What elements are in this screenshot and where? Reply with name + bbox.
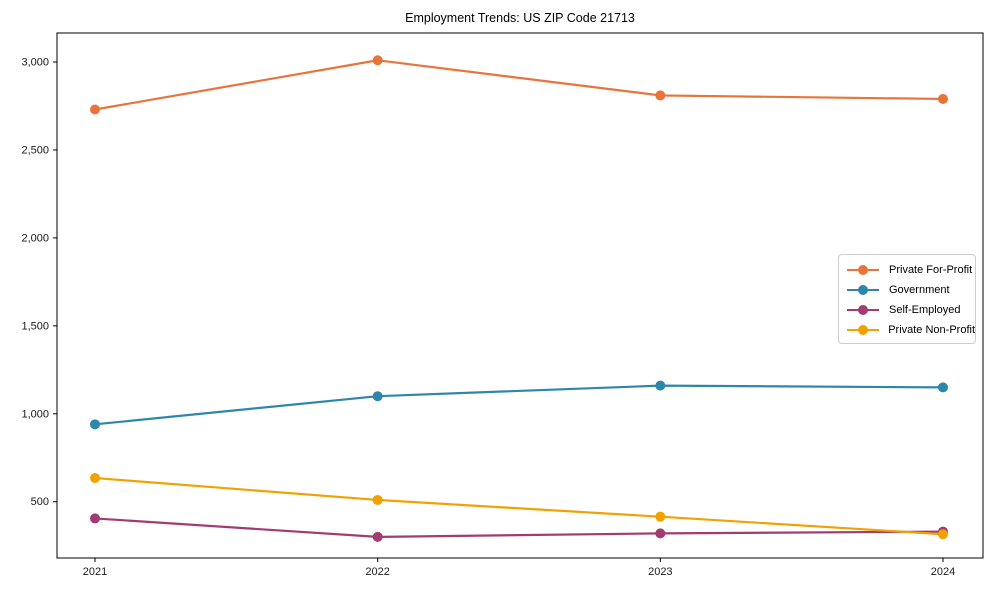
- legend-item-label: Government: [889, 284, 950, 296]
- data-point: [938, 529, 948, 540]
- data-point: [655, 90, 666, 101]
- data-point: [90, 513, 100, 524]
- y-tick-label: 3,000: [21, 57, 49, 69]
- data-point: [655, 528, 666, 539]
- y-tick-label: 1,000: [21, 408, 49, 420]
- legend-item-label: Self-Employed: [889, 304, 961, 316]
- legend-item: Self-Employed: [845, 300, 975, 320]
- y-tick-label: 1,500: [21, 320, 49, 332]
- data-point: [938, 93, 948, 104]
- legend-item-label: Private For-Profit: [889, 264, 973, 276]
- data-point: [938, 382, 948, 393]
- legend-marker-icon: [847, 325, 879, 335]
- data-point: [372, 531, 383, 542]
- legend-item: Government: [845, 280, 975, 300]
- y-tick-label: 2,500: [21, 144, 49, 156]
- data-point: [90, 419, 100, 430]
- series-line: [93, 476, 945, 536]
- legend-item: Private Non-Profit: [845, 320, 975, 340]
- data-point: [655, 380, 666, 391]
- data-point: [90, 104, 100, 115]
- legend-marker-icon: [847, 265, 879, 275]
- x-tick-label: 2024: [931, 566, 955, 578]
- data-point: [372, 494, 383, 505]
- data-point: [655, 511, 666, 522]
- chart-title: Employment Trends: US ZIP Code 21713: [405, 11, 635, 25]
- series-line: [93, 384, 945, 426]
- legend-marker-icon: [847, 285, 879, 295]
- x-tick-label: 2023: [648, 566, 672, 578]
- data-point: [372, 391, 383, 402]
- x-tick-label: 2021: [83, 566, 107, 578]
- legend-item: Private For-Profit: [845, 260, 975, 280]
- data-point: [90, 472, 100, 483]
- y-tick-label: 500: [31, 496, 49, 508]
- axes-frame: [56, 32, 984, 559]
- legend-item-label: Private Non-Profit: [888, 324, 975, 336]
- legend-marker-icon: [847, 305, 879, 315]
- series-line: [93, 59, 945, 111]
- y-tick-label: 2,000: [21, 232, 49, 244]
- legend: Private For-Profit Government Self-Employe…: [838, 254, 976, 344]
- data-point: [372, 55, 383, 66]
- x-tick-label: 2022: [365, 566, 389, 578]
- series-line: [93, 517, 945, 538]
